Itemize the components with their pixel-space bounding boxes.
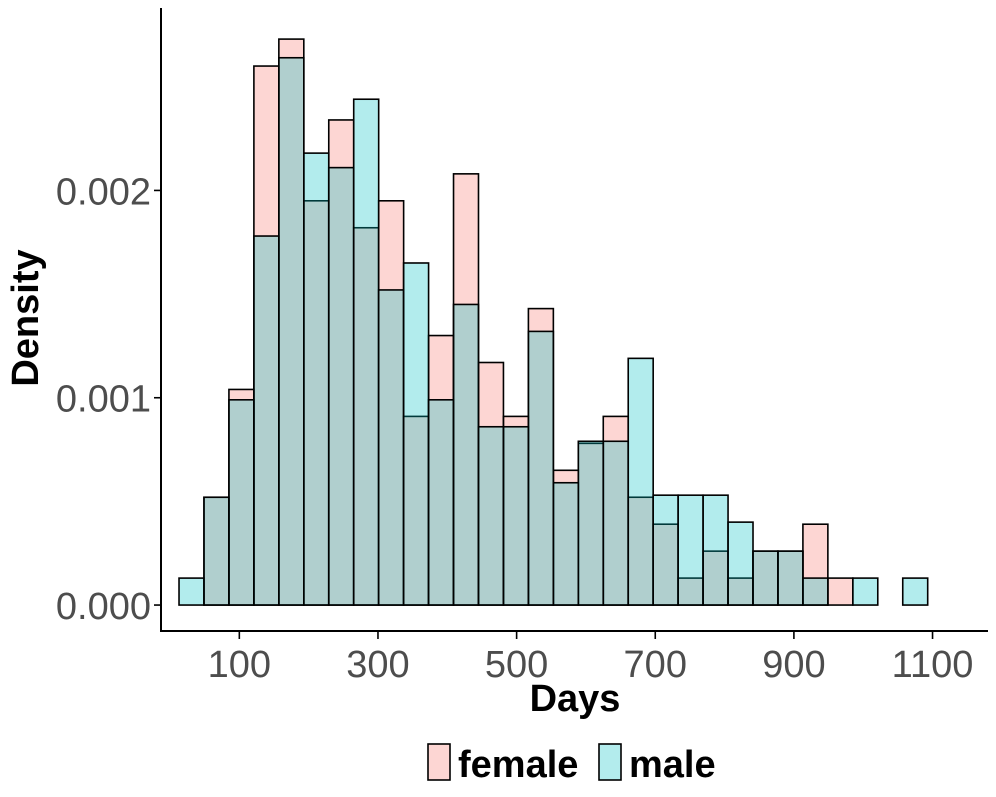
x-tick-label-300: 300	[346, 644, 409, 686]
y-ticks: 0.000 0.001 0.002	[56, 171, 161, 628]
x-tick-label-500: 500	[485, 644, 548, 686]
bar-male-bin-13	[477, 425, 505, 606]
bar-male-bin-19	[627, 357, 654, 606]
y-axis-title: Density	[5, 249, 47, 386]
bar-male-bin-1	[178, 577, 205, 606]
y-tick-label-0.001: 0.001	[56, 379, 151, 421]
x-tick-label-1100: 1100	[892, 644, 974, 686]
bar-male-bin-16	[552, 481, 580, 606]
series-male	[178, 56, 929, 606]
bar-male-bin-26	[802, 577, 829, 606]
bar-male-bin-25	[777, 550, 804, 606]
bar-male-bin-10	[402, 262, 430, 606]
legend-label-female: female	[458, 744, 578, 786]
x-tick-label-100: 100	[208, 644, 271, 686]
x-tick-label-900: 900	[762, 644, 825, 686]
y-tick-label-0.000: 0.000	[56, 586, 151, 628]
bar-male-bin-22	[702, 494, 729, 606]
series-female	[203, 38, 854, 606]
x-ticks: 100 300 500 700 900 1100	[208, 632, 974, 686]
bar-female-bin-27	[827, 577, 854, 606]
bar-male-bin-17	[577, 440, 605, 606]
bar-male-bin-7	[327, 166, 355, 606]
legend-key-male	[598, 743, 622, 781]
bar-male-bin-20	[652, 494, 679, 606]
bar-female-bin-21	[677, 577, 704, 606]
bar-female-bin-13	[477, 361, 505, 606]
bar-male-bin-14	[502, 425, 530, 606]
x-axis-title: Days	[530, 678, 621, 720]
legend: female male	[427, 743, 716, 786]
bar-male-bin-15	[527, 330, 555, 606]
bar-male-bin-8	[352, 98, 380, 606]
bar-male-bin-30	[901, 577, 929, 606]
bar-male-bin-4	[253, 235, 280, 606]
bar-male-bin-18	[602, 440, 630, 606]
bar-male-bin-12	[452, 303, 480, 606]
bar-male-bin-2	[203, 496, 230, 606]
bar-female-bin-15	[527, 307, 555, 606]
legend-label-male: male	[629, 744, 716, 786]
bar-male-bin-3	[228, 399, 255, 606]
bar-male-bin-11	[427, 399, 455, 606]
bar-male-bin-6	[302, 152, 330, 606]
legend-key-female	[427, 743, 451, 781]
bar-male-bin-9	[377, 289, 405, 606]
y-tick-label-0.002: 0.002	[56, 171, 151, 213]
bar-female-bin-20	[652, 523, 679, 606]
bar-male-bin-28	[852, 577, 879, 606]
bars-layer	[178, 38, 929, 606]
bar-male-bin-5	[278, 56, 305, 606]
bar-male-bin-21	[677, 494, 704, 606]
x-tick-label-700: 700	[624, 644, 687, 686]
bar-male-bin-24	[752, 550, 779, 606]
bar-male-bin-23	[727, 521, 754, 606]
